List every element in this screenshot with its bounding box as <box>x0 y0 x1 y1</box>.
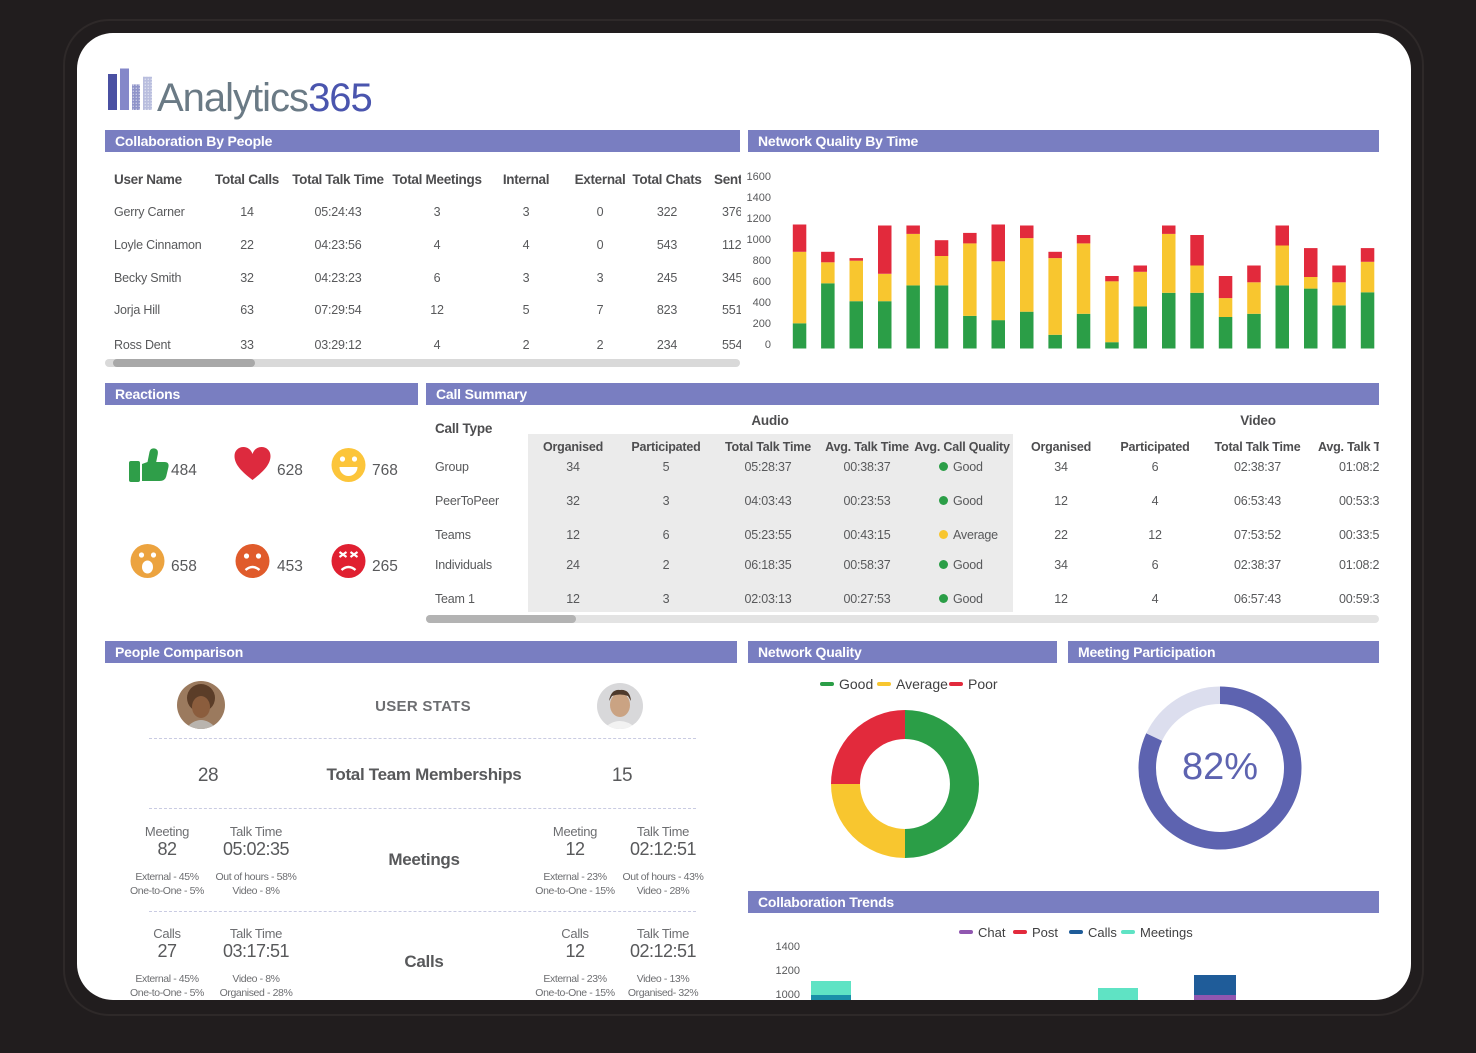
svg-text:Analytics365: Analytics365 <box>157 76 372 120</box>
svg-text:265: 265 <box>372 558 398 575</box>
svg-text:768: 768 <box>372 462 398 479</box>
svg-text:628: 628 <box>277 462 303 479</box>
svg-text:658: 658 <box>171 558 197 575</box>
svg-text:453: 453 <box>277 558 303 575</box>
svg-text:484: 484 <box>171 462 197 479</box>
